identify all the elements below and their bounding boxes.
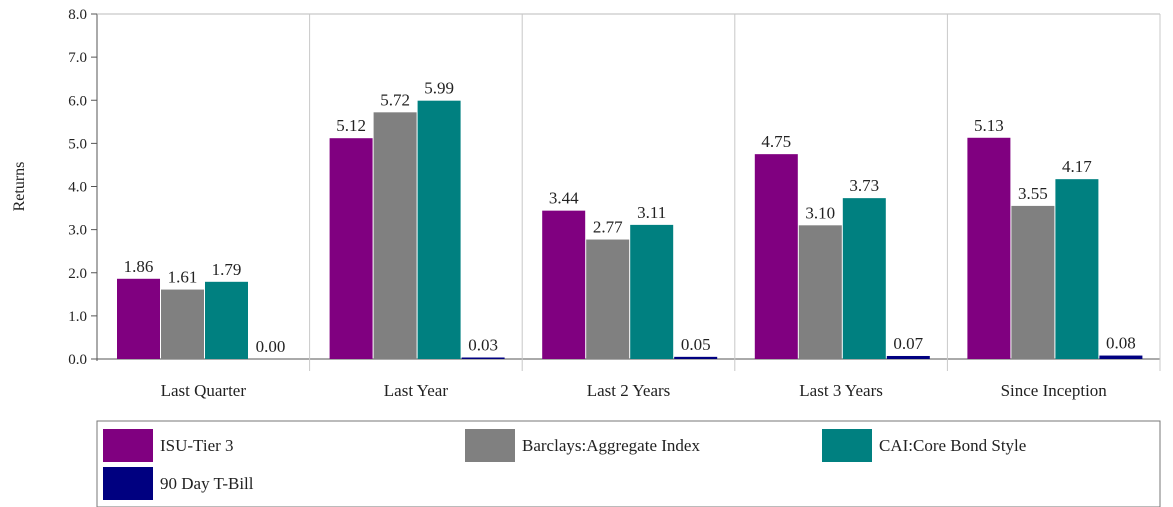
legend-swatch (822, 429, 872, 462)
bar-value-label: 0.07 (893, 334, 923, 353)
bar (967, 137, 1011, 359)
bar (630, 224, 674, 359)
bar (1099, 355, 1143, 359)
bar-value-label: 2.77 (593, 218, 623, 237)
bar (1011, 205, 1055, 359)
bar-value-label: 0.03 (468, 336, 498, 355)
bar (329, 138, 373, 359)
bar-value-label: 5.72 (380, 90, 410, 109)
legend-swatch (465, 429, 515, 462)
bar-value-label: 3.55 (1018, 184, 1048, 203)
legend-label: ISU-Tier 3 (160, 436, 234, 455)
y-tick-label: 0.0 (68, 352, 87, 368)
bar (886, 355, 930, 359)
category-label: Last 3 Years (799, 381, 883, 400)
y-tick-label: 5.0 (68, 136, 87, 152)
bar-value-label: 5.13 (974, 116, 1004, 135)
bar (586, 239, 630, 359)
bar (417, 100, 461, 360)
bar-value-label: 0.05 (681, 335, 711, 354)
bar (842, 198, 886, 359)
legend-label: 90 Day T-Bill (160, 474, 254, 493)
category-label: Last 2 Years (587, 381, 671, 400)
bar-value-label: 3.44 (549, 189, 579, 208)
bar-value-label: 5.99 (424, 79, 454, 98)
category-label: Since Inception (1001, 381, 1108, 400)
bar (674, 356, 718, 359)
bar-value-label: 0.00 (256, 337, 286, 356)
legend-label: CAI:Core Bond Style (879, 436, 1026, 455)
y-tick-label: 3.0 (68, 223, 87, 239)
y-tick-label: 7.0 (68, 50, 87, 66)
bar (1055, 179, 1099, 359)
bar (798, 225, 842, 359)
bar (754, 154, 798, 359)
y-tick-label: 6.0 (68, 93, 87, 109)
bar-value-label: 3.10 (805, 203, 835, 222)
y-tick-label: 4.0 (68, 180, 87, 196)
bar-value-label: 1.61 (168, 268, 198, 287)
bar (117, 278, 160, 359)
y-tick-label: 2.0 (68, 266, 87, 282)
bar-value-label: 0.08 (1106, 334, 1136, 353)
category-label: Last Quarter (161, 381, 247, 400)
bar-value-label: 3.73 (849, 176, 879, 195)
bar (205, 281, 248, 359)
legend-swatch (103, 429, 153, 462)
y-tick-label: 8.0 (68, 7, 87, 23)
y-axis-label: Returns (11, 162, 28, 212)
category-label: Last Year (384, 381, 449, 400)
legend-label: Barclays:Aggregate Index (522, 436, 700, 455)
legend-swatch (103, 467, 153, 500)
bar-value-label: 3.11 (637, 203, 666, 222)
bar-value-label: 1.86 (124, 257, 154, 276)
bar (461, 357, 505, 359)
bar-value-label: 4.17 (1062, 157, 1092, 176)
bar (373, 112, 417, 359)
bar (542, 210, 586, 359)
bar-value-label: 1.79 (212, 260, 242, 279)
bar (161, 289, 204, 359)
bar-value-label: 5.12 (336, 116, 366, 135)
y-tick-label: 1.0 (68, 309, 87, 325)
bar-value-label: 4.75 (761, 132, 791, 151)
legend-box (96, 420, 1161, 507)
